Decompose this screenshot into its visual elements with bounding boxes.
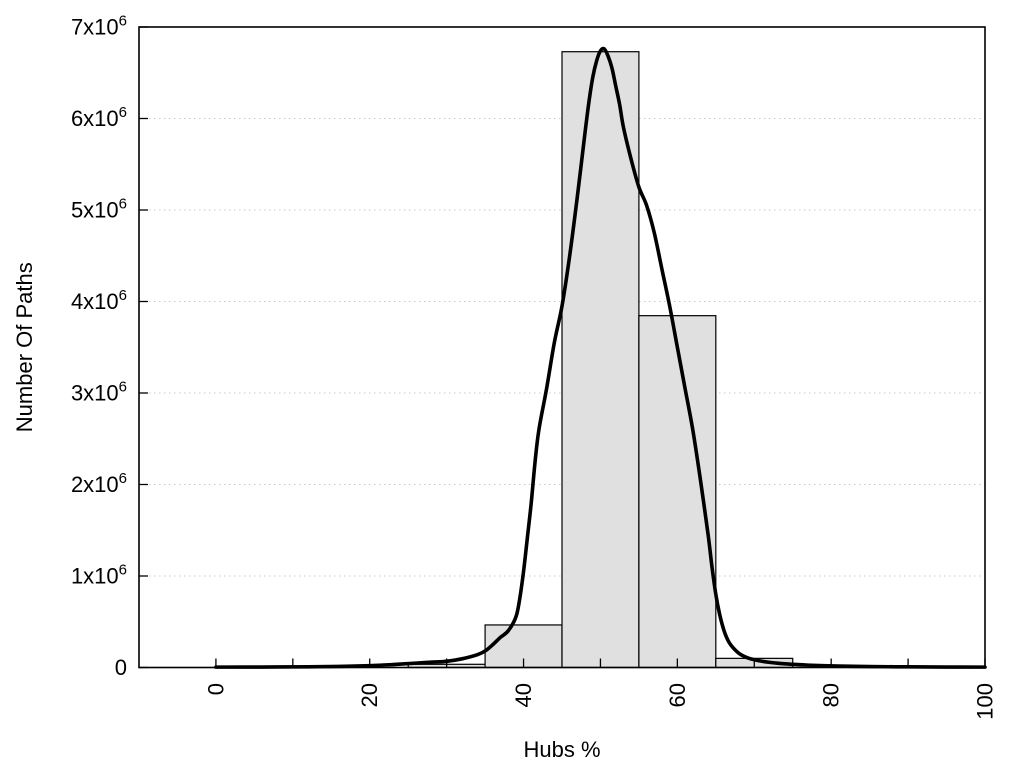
density-curve <box>214 46 987 669</box>
y-tick-label: 1x106 <box>71 562 127 589</box>
y-tick-label: 5x106 <box>71 196 127 223</box>
x-tick-label: 40 <box>511 683 536 707</box>
x-axis-title: Hubs % <box>523 737 600 762</box>
x-tick-label: 100 <box>973 683 998 720</box>
plot-frame <box>138 26 986 669</box>
y-tick-label: 3x106 <box>71 379 127 406</box>
x-tick-label: 20 <box>357 683 382 707</box>
y-tick-label: 7x106 <box>71 13 127 40</box>
y-tick-label: 6x106 <box>71 104 127 131</box>
y-tick-label: 2x106 <box>71 470 127 497</box>
y-tick-label: 4x106 <box>71 287 127 314</box>
y-axis-title: Number Of Paths <box>12 262 37 432</box>
x-tick-label: 0 <box>203 683 228 695</box>
x-tick-label: 60 <box>665 683 690 707</box>
y-tick-label: 0 <box>115 655 127 680</box>
histogram-bar <box>638 315 717 669</box>
x-tick-label: 80 <box>819 683 844 707</box>
